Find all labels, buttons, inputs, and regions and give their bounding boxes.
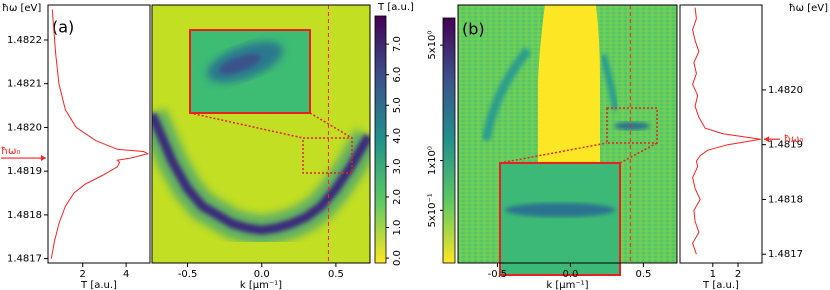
x-axis-label: T [a.u.] bbox=[80, 280, 117, 290]
y-tick-label: 1.4817 bbox=[768, 249, 803, 260]
colorbar bbox=[442, 17, 456, 264]
colorbar-tick-label: 6.0 bbox=[392, 67, 403, 83]
marker-arrow-head bbox=[764, 136, 769, 143]
colorbar-tick-label: 3.0 bbox=[392, 158, 403, 174]
colorbar-label: T [a.u.] bbox=[377, 2, 414, 13]
dispersion bbox=[152, 112, 370, 235]
x-axis-label: k [μm⁻¹] bbox=[546, 280, 588, 290]
marker-label: ħω₀ bbox=[1, 146, 20, 157]
inset-a bbox=[189, 29, 353, 174]
x-tick-label: -0.5 bbox=[178, 269, 198, 280]
x-tick-label: 1 bbox=[710, 269, 716, 280]
colorbar-tick-label: 4.0 bbox=[392, 128, 403, 144]
y-tick-label: 1.4818 bbox=[7, 210, 42, 221]
y-axis-label: ħω [eV] bbox=[789, 3, 828, 14]
marker-arrow-head bbox=[41, 155, 46, 162]
marker-label: ħω₀ bbox=[784, 134, 803, 145]
plot-frame bbox=[47, 4, 151, 264]
plot-frame bbox=[151, 4, 371, 264]
colorbar bbox=[374, 15, 387, 264]
x-tick-label: 0.5 bbox=[635, 269, 651, 280]
x-tick-label: 4 bbox=[123, 269, 129, 280]
spectrum-line bbox=[692, 7, 761, 255]
y-tick-label: 1.4821 bbox=[7, 79, 42, 90]
panel-label: (a) bbox=[52, 18, 74, 37]
colorbar-tick-label: 1.0 bbox=[392, 220, 403, 236]
x-tick-label: 0.5 bbox=[328, 269, 344, 280]
y-tick-label: 1.4819 bbox=[7, 166, 42, 177]
colorbar-tick-label: 2.0 bbox=[392, 189, 403, 205]
spectrum-line bbox=[50, 9, 150, 259]
x-tick-label: 0.0 bbox=[254, 269, 270, 280]
x-tick-label: -0.5 bbox=[488, 269, 508, 280]
colorbar-tick-label: 1x10⁰ bbox=[427, 146, 438, 175]
x-axis-label: T [a.u.] bbox=[702, 280, 739, 290]
colorbar-tick-label: 5x10⁻¹ bbox=[427, 193, 438, 227]
colorbar-tick-label: 5.0 bbox=[392, 97, 403, 113]
y-tick-label: 1.4820 bbox=[7, 122, 42, 133]
colorbar-tick-label: 7.0 bbox=[392, 36, 403, 52]
plot-frame bbox=[679, 4, 763, 264]
y-tick-label: 1.4818 bbox=[768, 194, 803, 205]
colorbar-tick-label: 0.0 bbox=[392, 250, 403, 266]
x-tick-label: 2 bbox=[80, 269, 86, 280]
panel-label: (b) bbox=[462, 20, 485, 39]
y-axis-label: ħω [eV] bbox=[2, 3, 41, 14]
colorbar-tick-label: 5x10⁰ bbox=[427, 31, 438, 60]
plot-frame bbox=[457, 4, 678, 264]
inset-b bbox=[499, 107, 658, 276]
x-tick-label: 2 bbox=[735, 269, 741, 280]
y-tick-label: 1.4820 bbox=[768, 85, 803, 96]
x-tick-label: 0.0 bbox=[562, 269, 578, 280]
y-tick-label: 1.4822 bbox=[7, 35, 42, 46]
y-tick-label: 1.4817 bbox=[7, 254, 42, 265]
y-tick-label: 1.4819 bbox=[768, 140, 803, 151]
x-axis-label: k [μm⁻¹] bbox=[240, 280, 282, 290]
